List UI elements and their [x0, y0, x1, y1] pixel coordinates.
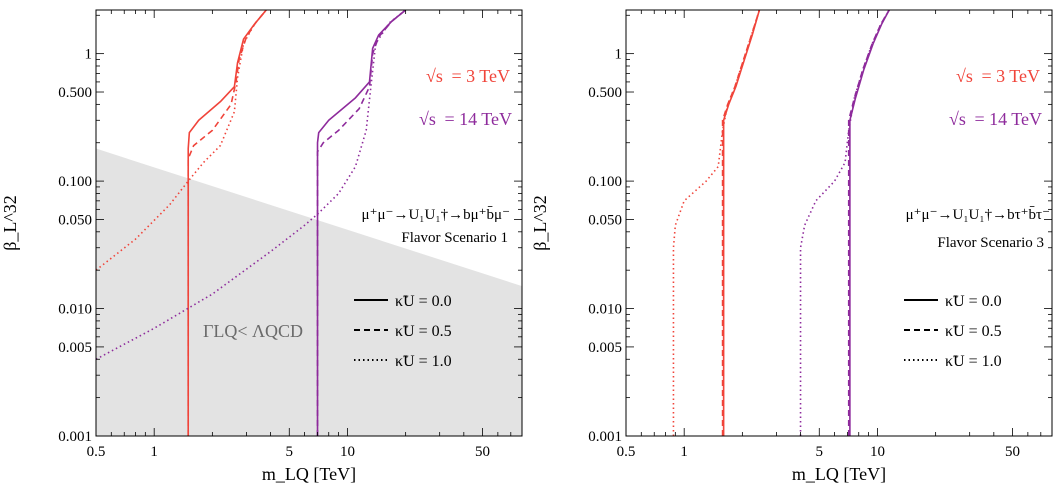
energy-label-3tev: √s = 3 TeV — [956, 66, 1040, 86]
y-tick-label: 0.500 — [588, 85, 622, 101]
y-tick-label: 0.005 — [58, 340, 92, 356]
legend: κ̃U = 0.0 κ̃U = 0.5 κ̃U = 1.0 — [904, 293, 1002, 370]
series-line-purple-dashed — [847, 10, 890, 436]
series-line-purple-dotted — [799, 10, 890, 436]
x-tick-label: 10 — [340, 444, 355, 460]
sqrt-s-symbol: √s — [426, 66, 443, 86]
legend-label: κ̃U = 0.5 — [945, 323, 1002, 340]
energy-value: = 14 TeV — [444, 109, 512, 129]
series-line-purple-dashed — [316, 10, 407, 436]
right-panel: 0.5 1 5 10 50 0.001 0.005 0.010 0.050 0.100 0.500 1… — [530, 9, 1053, 484]
energy-label-14tev: √s = 14 TeV — [949, 109, 1042, 129]
y-tick-label: 1 — [615, 47, 623, 63]
legend-label: κ̃U = 0.0 — [945, 293, 1002, 310]
left-panel: 0.5 1 5 10 50 0.001 0.005 0.010 0.050 0.100 0.500 1… — [0, 9, 523, 484]
x-tick-label: 1 — [150, 444, 158, 460]
shaded-region — [96, 148, 522, 436]
energy-value: = 3 TeV — [451, 66, 510, 86]
plot-frame — [95, 9, 523, 437]
series-line-red-dotted — [672, 10, 761, 436]
energy-label-3tev: √s = 3 TeV — [426, 66, 510, 86]
x-axis-label: m_LQ [TeV] — [262, 464, 356, 484]
x-tick-label: 5 — [286, 444, 294, 460]
scenario-label: Flavor Scenario 3 — [937, 235, 1044, 251]
x-axis-label: m_LQ [TeV] — [792, 464, 886, 484]
x-tick-label: 5 — [816, 444, 824, 460]
x-tick-label: 1 — [680, 444, 688, 460]
tick-labels-layer: 0.5 1 5 10 50 0.001 0.005 0.010 0.050 0.100 0.500 1 — [58, 47, 490, 460]
y-tick-label: 0.100 — [58, 174, 92, 190]
plot-curves-layer — [96, 10, 407, 436]
shaded-region-label: ΓLQ< ΛQCD — [203, 321, 303, 341]
x-tick-label: 0.5 — [87, 444, 106, 460]
y-tick-label: 0.050 — [58, 212, 92, 228]
series-line-red-solid — [187, 10, 267, 436]
legend: κ̃U = 0.0 κ̃U = 0.5 κ̃U = 1.0 — [354, 293, 452, 370]
y-tick-label: 0.010 — [588, 302, 622, 318]
process-label: μ⁺μ⁻→U₁U₁†→bμ⁺b̄μ⁻ — [362, 207, 510, 223]
x-tick-label: 50 — [475, 444, 490, 460]
scenario-label: Flavor Scenario 1 — [401, 230, 508, 246]
plot-frame — [625, 9, 1053, 437]
y-tick-label: 0.005 — [588, 340, 622, 356]
legend-label: κ̃U = 0.0 — [395, 293, 452, 310]
shaded-region-layer — [96, 148, 522, 436]
y-tick-label: 1 — [85, 47, 93, 63]
y-tick-label: 0.050 — [588, 212, 622, 228]
y-tick-label: 0.010 — [58, 302, 92, 318]
ticks-layer — [625, 10, 1053, 437]
tick-labels-layer: 0.5 1 5 10 50 0.001 0.005 0.010 0.050 0.100 0.500 1 — [588, 47, 1020, 460]
series-line-red-solid — [722, 10, 761, 436]
series-line-purple-solid — [849, 10, 890, 436]
series-line-red-dashed — [187, 10, 267, 436]
energy-value: = 3 TeV — [981, 66, 1040, 86]
series-line-red-dashed — [721, 10, 761, 436]
legend-label: κ̃U = 0.5 — [395, 323, 452, 340]
y-tick-label: 0.001 — [588, 429, 622, 445]
y-axis-label: β_L^32 — [0, 195, 20, 251]
x-tick-label: 50 — [1005, 444, 1020, 460]
sqrt-s-symbol: √s — [956, 66, 973, 86]
x-tick-label: 0.5 — [617, 444, 636, 460]
sqrt-s-symbol: √s — [419, 109, 436, 129]
energy-value: = 14 TeV — [974, 109, 1042, 129]
legend-label: κ̃U = 1.0 — [395, 353, 452, 370]
y-tick-label: 0.100 — [588, 174, 622, 190]
y-axis-label: β_L^32 — [530, 195, 550, 251]
y-tick-label: 0.500 — [58, 85, 92, 101]
process-label: μ⁺μ⁻→U₁U₁†→bτ⁺b̄τ⁻ — [906, 207, 1050, 223]
plot-curves-layer — [672, 10, 890, 436]
legend-label: κ̃U = 1.0 — [945, 353, 1002, 370]
ticks-layer — [95, 10, 523, 437]
x-tick-label: 10 — [870, 444, 885, 460]
y-tick-label: 0.001 — [58, 429, 92, 445]
energy-label-14tev: √s = 14 TeV — [419, 109, 512, 129]
sqrt-s-symbol: √s — [949, 109, 966, 129]
series-line-red-dotted — [96, 10, 267, 271]
